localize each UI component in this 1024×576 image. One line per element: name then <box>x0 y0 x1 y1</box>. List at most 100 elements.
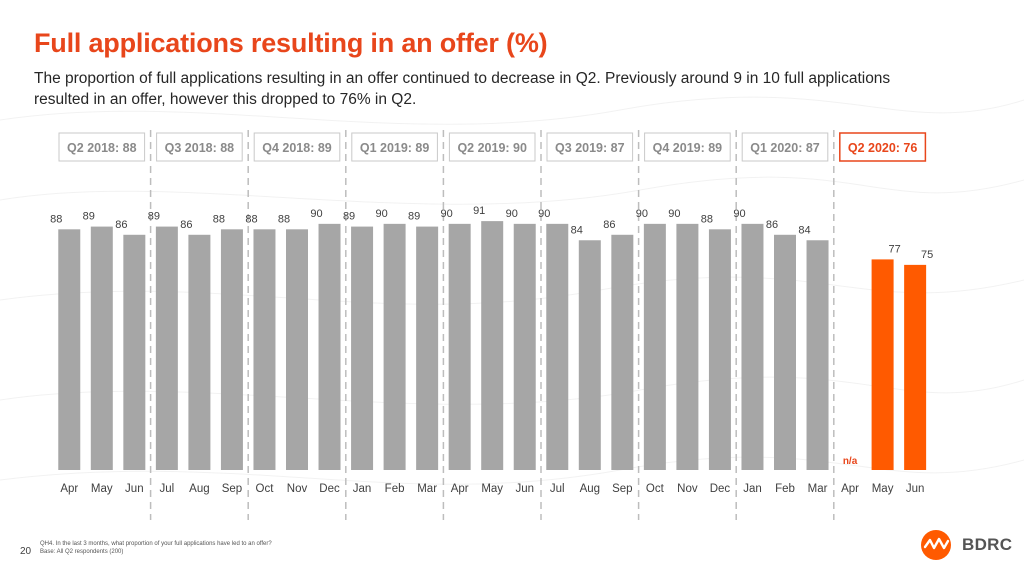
data-label: 88 <box>701 213 713 225</box>
quarter-box <box>351 132 438 162</box>
bar <box>351 226 374 470</box>
x-tick-label: May <box>91 483 113 495</box>
x-tick-label: Feb <box>385 483 405 495</box>
bar <box>513 223 536 470</box>
bar <box>871 259 894 470</box>
bar <box>155 226 178 470</box>
data-label: 77 <box>888 243 900 255</box>
quarter-label: Q2 2020: 76 <box>848 141 918 155</box>
data-label: 90 <box>733 208 745 220</box>
data-label: 90 <box>441 208 453 220</box>
footnote-question: QH4. In the last 3 months, what proporti… <box>40 541 272 547</box>
data-label: 89 <box>83 211 95 223</box>
x-tick-label: May <box>481 483 503 495</box>
bar <box>806 240 829 470</box>
data-label: 90 <box>538 208 550 220</box>
quarter-box <box>253 132 341 162</box>
x-tick-label: Mar <box>417 483 437 495</box>
bar <box>220 229 243 470</box>
bar <box>188 234 211 470</box>
data-label: 90 <box>506 208 518 220</box>
x-tick-label: Jul <box>160 483 175 495</box>
x-tick-label: Apr <box>60 483 78 495</box>
x-tick-label: Nov <box>287 483 308 495</box>
quarter-label: Q4 2019: 89 <box>653 141 723 155</box>
x-tick-label: Dec <box>710 483 731 495</box>
x-tick-label: Sep <box>222 483 242 495</box>
data-label: 86 <box>115 219 127 231</box>
bar <box>578 240 601 470</box>
quarter-box <box>741 132 829 162</box>
x-tick-label: Jun <box>125 483 144 495</box>
bva-bdrc-logo: BDRC <box>918 529 1018 561</box>
data-label: 89 <box>343 211 355 223</box>
bar <box>286 229 308 470</box>
data-label: 90 <box>636 208 648 220</box>
quarter-box <box>58 132 146 162</box>
x-tick-label: Oct <box>256 483 275 495</box>
data-label: 75 <box>921 249 933 261</box>
page-title: Full applications resulting in an offer … <box>34 28 548 58</box>
x-tick-label: Dec <box>319 483 340 495</box>
x-tick-label: Mar <box>808 483 828 495</box>
x-tick-label: Jul <box>550 483 565 495</box>
bar <box>741 223 764 470</box>
footnote-base: Base: All Q2 respondents (200) <box>40 549 124 555</box>
bar <box>318 223 341 470</box>
data-label: 89 <box>408 211 420 223</box>
data-label: 88 <box>245 213 257 225</box>
x-tick-label: Nov <box>677 483 698 495</box>
x-tick-label: May <box>872 483 894 495</box>
bar <box>383 223 406 470</box>
x-tick-label: Apr <box>451 483 469 495</box>
data-label: 91 <box>473 205 485 217</box>
data-label: 84 <box>571 224 583 236</box>
bar <box>676 223 699 470</box>
x-tick-label: Jun <box>515 483 534 495</box>
data-label: 90 <box>668 208 680 220</box>
data-label: 88 <box>50 213 62 225</box>
data-label: 86 <box>180 219 192 231</box>
x-tick-label: Jan <box>743 483 762 495</box>
page-number: 20 <box>20 546 32 557</box>
quarter-label: Q4 2018: 89 <box>262 141 332 155</box>
x-tick-label: Jan <box>353 483 372 495</box>
x-tick-label: Apr <box>841 483 859 495</box>
x-tick-label: Aug <box>580 483 600 495</box>
bar <box>774 234 796 470</box>
logo-text: BDRC <box>962 535 1013 554</box>
bar <box>481 221 504 470</box>
data-label: n/a <box>843 456 858 467</box>
data-label: 88 <box>278 213 290 225</box>
bar <box>643 223 666 470</box>
quarter-label: Q3 2018: 88 <box>165 141 235 155</box>
bar <box>416 226 439 470</box>
x-tick-label: Oct <box>646 483 665 495</box>
bar <box>611 234 634 470</box>
data-label: 90 <box>375 208 387 220</box>
footnote: QH4. In the last 3 months, what proporti… <box>40 540 272 556</box>
quarter-label: Q3 2019: 87 <box>555 141 625 155</box>
quarter-box <box>156 132 243 162</box>
bar <box>448 223 471 470</box>
data-label: 88 <box>213 213 225 225</box>
bar <box>253 229 276 470</box>
data-label: 86 <box>603 219 615 231</box>
bar <box>123 234 146 470</box>
bar <box>904 264 927 470</box>
bar <box>58 229 81 470</box>
page-subtitle: The proportion of full applications resu… <box>34 70 891 108</box>
quarter-box <box>644 132 731 162</box>
data-label: 86 <box>766 219 778 231</box>
x-tick-label: Aug <box>189 483 209 495</box>
bva-logo-icon <box>921 530 951 560</box>
quarter-label: Q1 2020: 87 <box>750 141 820 155</box>
quarter-box <box>546 132 634 162</box>
bar <box>546 223 569 470</box>
bar <box>708 229 731 470</box>
data-label: 89 <box>148 211 160 223</box>
quarter-box <box>448 132 536 162</box>
x-tick-label: Sep <box>612 483 632 495</box>
data-label: 90 <box>310 208 322 220</box>
quarter-box <box>839 132 927 162</box>
